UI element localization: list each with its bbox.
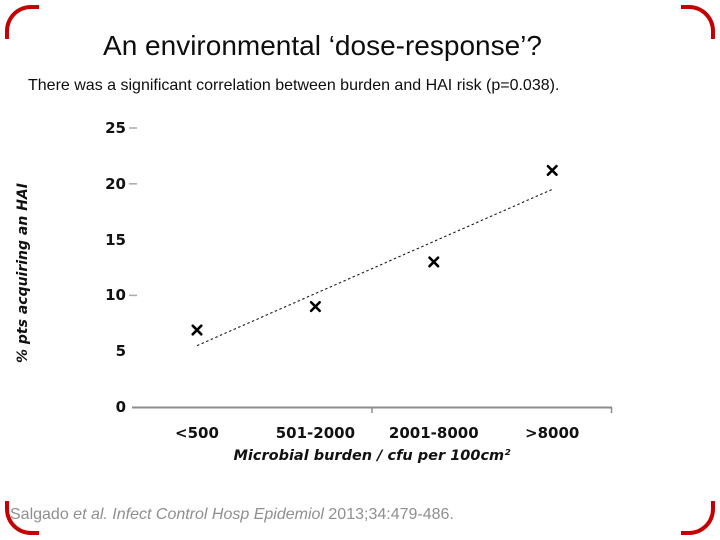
citation-journal: et al. Infect Control Hosp Epidemiol — [73, 506, 329, 523]
y-tick-label: 10 — [105, 286, 126, 305]
y-tick-label: 0 — [115, 398, 126, 416]
x-category-label: 2001-8000 — [388, 424, 479, 442]
x-category-label: >8000 — [525, 424, 580, 442]
citation: Salgado et al. Infect Control Hosp Epide… — [10, 506, 710, 524]
data-point-marker — [428, 256, 440, 268]
y-tick-label: 20 — [105, 174, 126, 193]
corner-accent-top-left — [5, 5, 39, 39]
y-tick-label: 5 — [115, 342, 126, 361]
data-point-marker — [309, 300, 321, 313]
citation-volume: 2013;34:479-486. — [328, 506, 454, 523]
trendline — [196, 188, 553, 347]
y-axis-title: % pts acquiring an HAI — [15, 183, 31, 363]
y-tick-label: 25 — [105, 119, 126, 137]
x-category-label: 501-2000 — [275, 424, 356, 442]
x-category-label: <500 — [175, 424, 219, 442]
data-point-marker — [191, 324, 203, 336]
slide-subtitle: There was a significant correlation betw… — [28, 77, 560, 94]
x-axis-title: Microbial burden / cfu per 100cm² — [233, 448, 511, 464]
y-tick-label: 15 — [105, 230, 126, 249]
corner-accent-bottom-right — [681, 501, 715, 535]
corner-accent-bottom-left — [5, 501, 39, 535]
data-point-marker — [546, 164, 558, 177]
corner-accent-top-right — [681, 5, 715, 39]
citation-authors: Salgado — [10, 506, 74, 523]
slide-title: An environmental ‘dose-response’? — [103, 30, 542, 61]
